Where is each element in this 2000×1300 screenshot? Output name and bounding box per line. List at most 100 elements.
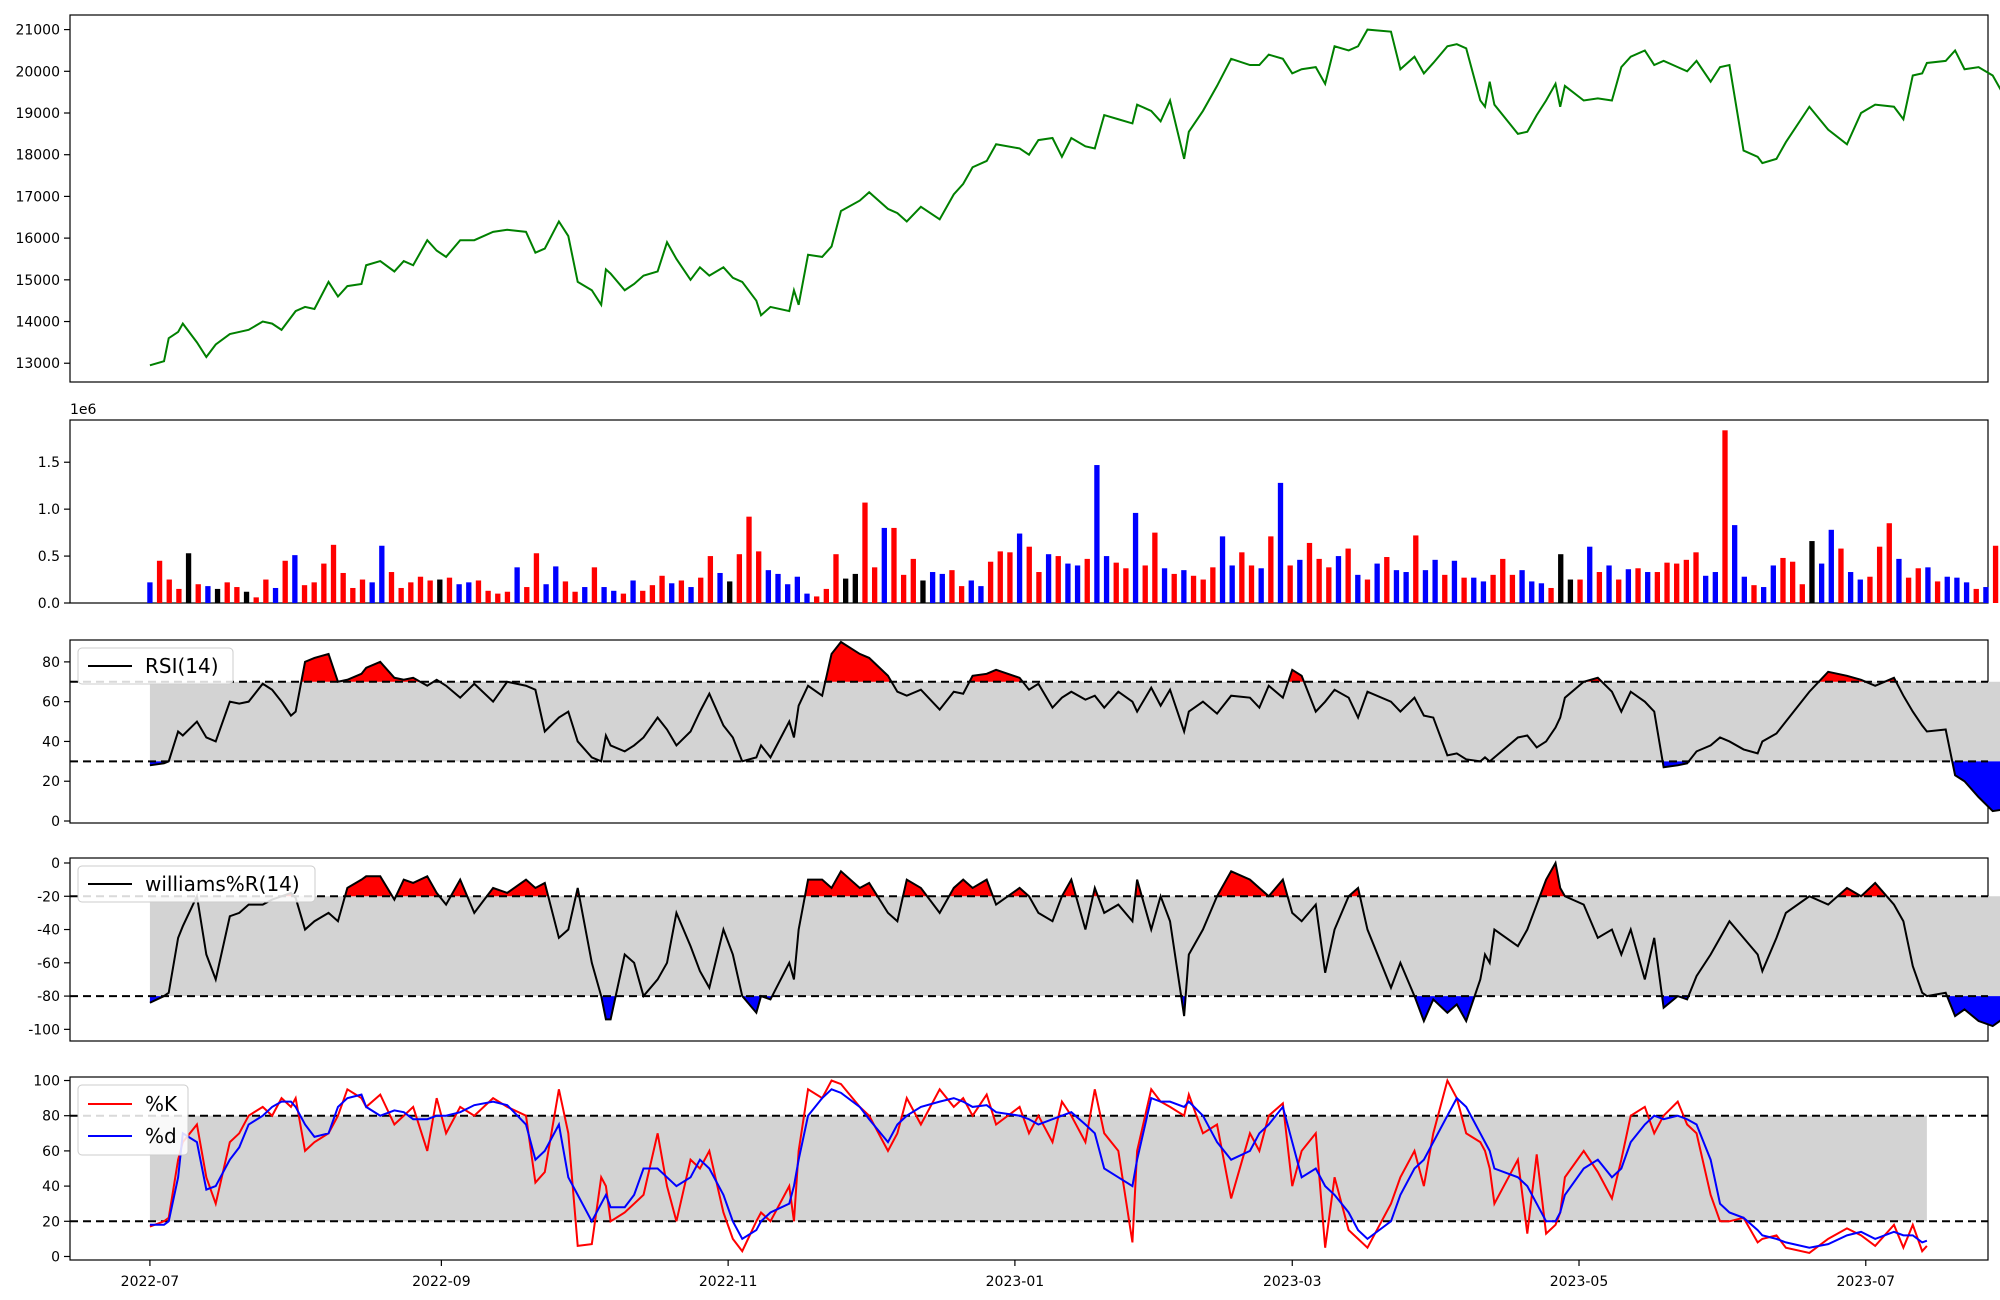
volume-bar bbox=[1905, 577, 1912, 603]
volume-bar bbox=[1422, 570, 1429, 603]
volume-bar bbox=[282, 560, 288, 603]
volume-bar bbox=[1983, 587, 1989, 603]
volume-bar bbox=[272, 587, 279, 603]
volume-bar bbox=[871, 567, 878, 603]
volume-bar bbox=[1876, 546, 1883, 603]
volume-bar bbox=[1838, 548, 1844, 603]
overbought-fill bbox=[825, 641, 892, 682]
price-y-axis: 13000 14000 15000 16000 17000 18000 19000 20000… bbox=[15, 23, 70, 372]
overbought-fill bbox=[1539, 862, 1565, 897]
volume-bar bbox=[678, 580, 685, 603]
volume-bar bbox=[833, 554, 839, 603]
volume-bar bbox=[1548, 587, 1554, 603]
stochastic-d-line bbox=[149, 1088, 1928, 1249]
volume-bar bbox=[1886, 523, 1892, 603]
volume-bar bbox=[1132, 512, 1139, 603]
volume-bar bbox=[1596, 572, 1603, 603]
y-tick-label: 17000 bbox=[15, 189, 60, 205]
volume-bar bbox=[843, 578, 849, 603]
y-tick-label: -20 bbox=[37, 889, 60, 905]
volume-bar bbox=[1113, 562, 1119, 603]
volume-bar bbox=[485, 590, 491, 603]
volume-bar bbox=[1239, 552, 1245, 603]
volume-bar bbox=[669, 583, 675, 603]
volume-bar bbox=[582, 587, 588, 603]
volume-bar bbox=[1529, 581, 1535, 603]
volume-bar bbox=[736, 554, 743, 603]
rsi-legend-box bbox=[77, 647, 234, 685]
volume-y-axis: 0.0 0.5 1.0 1.5 bbox=[38, 455, 70, 612]
volume-bar bbox=[1442, 574, 1448, 603]
volume-bar bbox=[920, 580, 926, 603]
volume-bar bbox=[1190, 575, 1197, 603]
volume-bar bbox=[978, 586, 984, 603]
overbought-fill bbox=[1861, 882, 1887, 897]
volume-bar bbox=[862, 502, 868, 603]
volume-bar bbox=[785, 584, 791, 603]
volume-bar bbox=[330, 544, 337, 603]
y-tick-label: 0 bbox=[51, 814, 60, 830]
overbought-fill bbox=[450, 879, 468, 897]
volume-bar bbox=[301, 585, 308, 603]
williams-legend: williams%R(14) bbox=[77, 865, 316, 903]
volume-bar bbox=[794, 576, 800, 603]
y-tick-label: 19000 bbox=[15, 106, 60, 122]
volume-bar bbox=[243, 591, 250, 603]
williams-fills bbox=[149, 862, 2000, 1027]
y-tick-label: 100 bbox=[33, 1074, 60, 1090]
volume-bar bbox=[1123, 568, 1129, 603]
volume-bar bbox=[881, 527, 887, 603]
volume-bar bbox=[601, 587, 607, 603]
y-tick-label: 60 bbox=[42, 1144, 60, 1160]
volume-bar bbox=[1828, 529, 1834, 603]
y-tick-label: 15000 bbox=[15, 273, 60, 289]
price-line bbox=[149, 28, 2000, 367]
volume-bar bbox=[1268, 536, 1274, 603]
volume-bar bbox=[649, 585, 656, 603]
volume-bar bbox=[1635, 568, 1641, 603]
volume-bar bbox=[1152, 532, 1158, 603]
volume-bar bbox=[1519, 570, 1525, 603]
volume-bar bbox=[543, 584, 549, 603]
y-tick-label: 40 bbox=[42, 1179, 60, 1195]
volume-bar bbox=[765, 570, 772, 603]
volume-bar bbox=[1490, 574, 1496, 603]
rsi-panel: 0 20 40 60 80 RSI(14) bbox=[42, 639, 2000, 830]
stochastic-legend-k-label: %K bbox=[145, 1092, 178, 1116]
volume-bar bbox=[1674, 563, 1680, 603]
volume-bar bbox=[1345, 548, 1351, 603]
volume-bar bbox=[1847, 572, 1854, 603]
y-tick-label: 14000 bbox=[15, 315, 60, 331]
volume-bar bbox=[698, 577, 704, 603]
x-tick-label: 2022-07 bbox=[121, 1274, 180, 1290]
volume-bar bbox=[1248, 565, 1255, 603]
volume-bar bbox=[1374, 563, 1380, 603]
volume-bar bbox=[253, 597, 259, 603]
y-tick-label: 20 bbox=[42, 1214, 60, 1230]
y-tick-label: 18000 bbox=[15, 148, 60, 164]
y-tick-label: 16000 bbox=[15, 231, 60, 247]
volume-bar bbox=[1751, 585, 1757, 603]
volume-bar bbox=[746, 516, 752, 603]
volume-bar bbox=[727, 581, 733, 603]
volume-bar bbox=[1944, 576, 1950, 603]
x-tick-label: 2023-07 bbox=[1837, 1274, 1896, 1290]
volume-bar bbox=[437, 579, 443, 603]
volume-bar bbox=[359, 579, 366, 603]
overbought-fill bbox=[1837, 887, 1862, 897]
volume-bar bbox=[1413, 535, 1419, 603]
volume-bar bbox=[620, 593, 627, 603]
volume-bar bbox=[205, 586, 211, 603]
rsi-legend-label: RSI(14) bbox=[145, 654, 219, 678]
volume-bar bbox=[1857, 579, 1863, 603]
volume-bar bbox=[823, 588, 829, 603]
volume-bar bbox=[1103, 556, 1110, 603]
volume-bar bbox=[1654, 572, 1661, 603]
y-tick-label: -100 bbox=[28, 1022, 60, 1038]
volume-bar bbox=[195, 584, 201, 603]
volume-bar bbox=[1181, 570, 1187, 603]
volume-bar bbox=[1036, 572, 1042, 603]
volume-bar bbox=[1780, 557, 1786, 603]
volume-bar bbox=[156, 560, 163, 603]
x-tick-label: 2023-03 bbox=[1263, 1274, 1322, 1290]
